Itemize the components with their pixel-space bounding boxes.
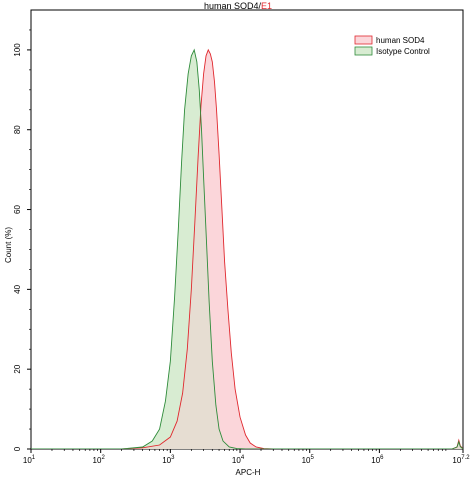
y-tick-label: 40 bbox=[13, 284, 22, 293]
x-tick-label: 106 bbox=[371, 455, 384, 465]
x-tick-label: 101 bbox=[23, 455, 36, 465]
title-separator: / bbox=[259, 1, 262, 11]
legend: human SOD4 Isotype Control bbox=[354, 35, 430, 56]
x-tick-label: 102 bbox=[93, 455, 106, 465]
x-axis-label: APC-H bbox=[236, 468, 261, 477]
x-tick-label: 107.2 bbox=[452, 455, 470, 465]
legend-label-isotype-control: Isotype Control bbox=[376, 47, 430, 56]
y-tick-label: 80 bbox=[13, 125, 22, 134]
x-axis: 101 102 103 104 105 106 107.2 bbox=[23, 449, 470, 465]
legend-label-human-sod4: human SOD4 bbox=[376, 36, 425, 45]
chart-title: human SOD4/E1 bbox=[204, 1, 272, 11]
x-tick-label: 104 bbox=[232, 455, 245, 465]
area-isotype-control bbox=[31, 49, 463, 449]
plot-frame bbox=[30, 9, 464, 450]
x-tick-label: 105 bbox=[302, 455, 315, 465]
legend-swatch-isotype-control bbox=[354, 46, 373, 56]
y-tick-label: 60 bbox=[13, 205, 22, 214]
y-tick-label: 100 bbox=[13, 43, 22, 57]
line-human-sod4 bbox=[31, 48, 463, 449]
area-human-sod4 bbox=[31, 49, 463, 449]
legend-swatch-human-sod4 bbox=[354, 35, 373, 45]
y-axis: 0 20 40 60 80 100 bbox=[13, 29, 31, 451]
x-tick-label: 103 bbox=[162, 455, 175, 465]
y-tick-label: 20 bbox=[13, 364, 22, 373]
y-axis-label: Count (%) bbox=[4, 227, 13, 263]
area-overlap bbox=[31, 49, 463, 449]
series-layer bbox=[31, 48, 463, 449]
gate-label: E1 bbox=[261, 1, 272, 11]
y-tick-label: 0 bbox=[13, 446, 22, 451]
line-isotype-control bbox=[31, 48, 463, 449]
title-text: human SOD4 bbox=[204, 1, 259, 11]
